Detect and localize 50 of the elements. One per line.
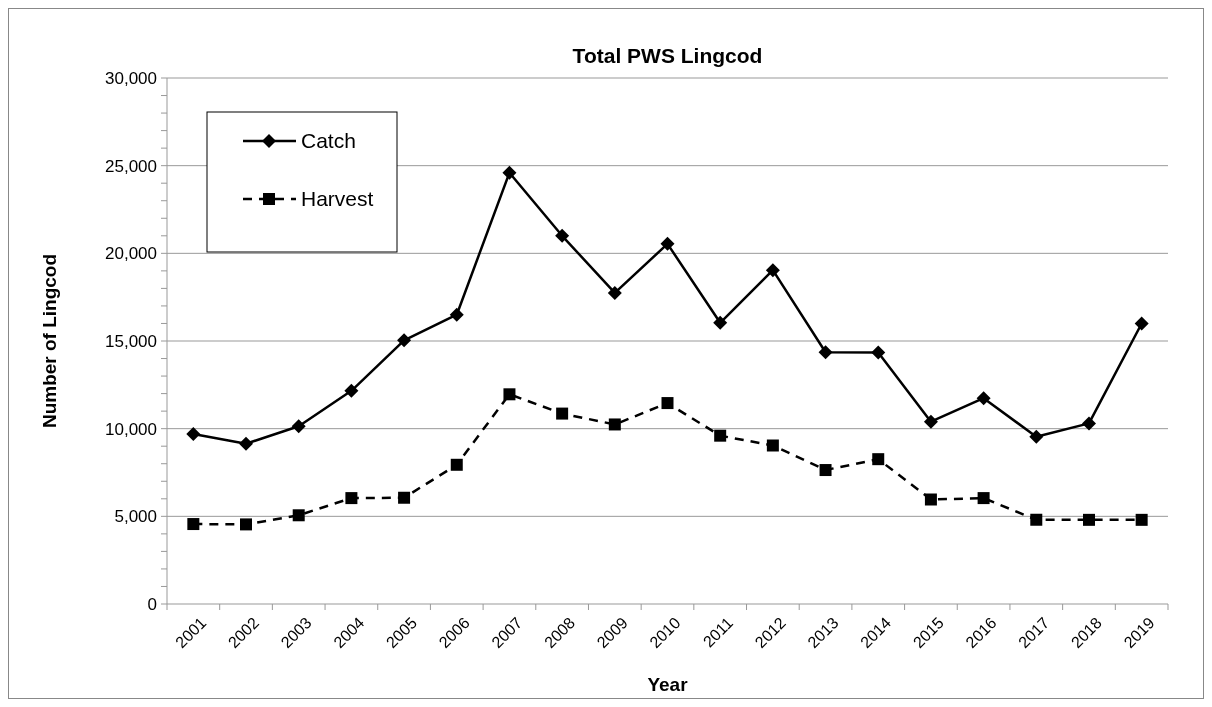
point: [556, 407, 569, 420]
point: [1081, 416, 1096, 431]
legend-label: Harvest: [301, 187, 374, 211]
y-tick-label: 25,000: [105, 156, 157, 176]
y-tick-label: 10,000: [105, 419, 157, 439]
point: [818, 345, 833, 360]
y-tick-label: 0: [147, 594, 157, 614]
point: [1134, 316, 1149, 331]
point: [186, 426, 201, 441]
point: [1030, 513, 1043, 526]
legend-label: Catch: [301, 129, 356, 153]
point: [766, 439, 779, 452]
point: [714, 429, 727, 442]
y-tick-label: 15,000: [105, 331, 157, 351]
point: [187, 518, 200, 531]
point: [713, 315, 728, 330]
point: [555, 228, 570, 243]
point: [819, 464, 832, 477]
point: [1029, 429, 1044, 444]
point: [397, 333, 412, 348]
y-tick-label: 30,000: [105, 68, 157, 88]
point: [502, 165, 517, 180]
y-axis-title: Number of Lingcod: [39, 253, 60, 429]
point: [449, 307, 464, 322]
point: [871, 345, 886, 360]
point: [660, 236, 675, 251]
point: [924, 493, 937, 506]
point: [661, 397, 674, 410]
point: [344, 383, 359, 398]
point: [1135, 513, 1148, 526]
point: [291, 419, 306, 434]
point: [503, 388, 516, 401]
point: [607, 285, 622, 300]
point: [239, 436, 254, 451]
point: [872, 453, 885, 466]
point: [398, 491, 411, 504]
x-axis-title: Year: [647, 674, 689, 695]
point: [345, 492, 358, 505]
point: [977, 492, 990, 505]
point: [1082, 513, 1095, 526]
point: [608, 418, 621, 431]
point: [923, 414, 938, 429]
point: [450, 458, 463, 471]
y-tick-label: 20,000: [105, 244, 157, 264]
point: [976, 391, 991, 406]
point: [292, 509, 305, 522]
chart-title: Total PWS Lingcod: [572, 44, 763, 67]
y-tick-label: 5,000: [114, 507, 157, 527]
point: [765, 263, 780, 278]
point: [240, 518, 253, 531]
